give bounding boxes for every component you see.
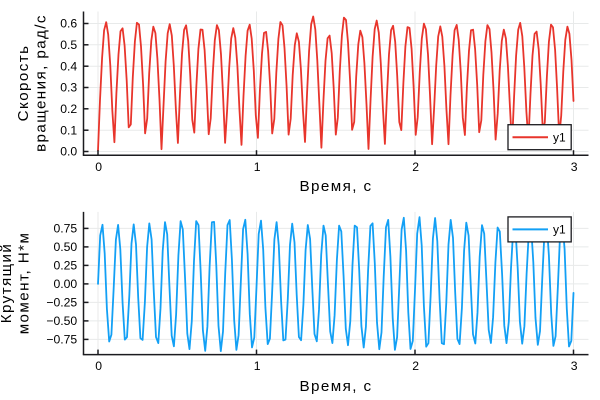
- svg-text:0.3: 0.3: [60, 81, 77, 95]
- svg-text:−0.75: −0.75: [46, 333, 77, 347]
- svg-text:0.2: 0.2: [60, 102, 77, 116]
- svg-text:0: 0: [95, 160, 102, 174]
- svg-text:Время, с: Время, с: [300, 378, 373, 395]
- svg-text:вращения, рад/с: вращения, рад/с: [32, 14, 49, 152]
- svg-text:момент, Н*м: момент, Н*м: [16, 232, 33, 335]
- svg-text:0: 0: [95, 359, 102, 373]
- svg-text:0.00: 0.00: [53, 277, 77, 291]
- svg-text:3: 3: [571, 359, 578, 373]
- svg-text:2: 2: [412, 160, 419, 174]
- svg-text:−0.50: −0.50: [46, 314, 77, 328]
- svg-text:3: 3: [571, 160, 578, 174]
- svg-text:1: 1: [254, 359, 261, 373]
- svg-text:0.50: 0.50: [53, 240, 77, 254]
- svg-text:Скорость: Скорость: [15, 45, 32, 122]
- svg-text:1: 1: [254, 160, 261, 174]
- svg-text:−0.25: −0.25: [46, 296, 77, 310]
- svg-text:y1: y1: [553, 130, 566, 144]
- svg-text:0.5: 0.5: [60, 38, 77, 52]
- svg-text:Время, с: Время, с: [300, 178, 373, 195]
- svg-text:0.75: 0.75: [53, 222, 77, 236]
- svg-text:0.0: 0.0: [60, 145, 77, 159]
- svg-text:0.1: 0.1: [60, 123, 77, 137]
- svg-text:2: 2: [412, 359, 419, 373]
- svg-text:y1: y1: [553, 223, 566, 237]
- svg-text:Крутящий: Крутящий: [0, 243, 15, 324]
- svg-text:0.25: 0.25: [53, 259, 77, 273]
- svg-text:0.4: 0.4: [60, 59, 77, 73]
- svg-text:0.6: 0.6: [60, 17, 77, 31]
